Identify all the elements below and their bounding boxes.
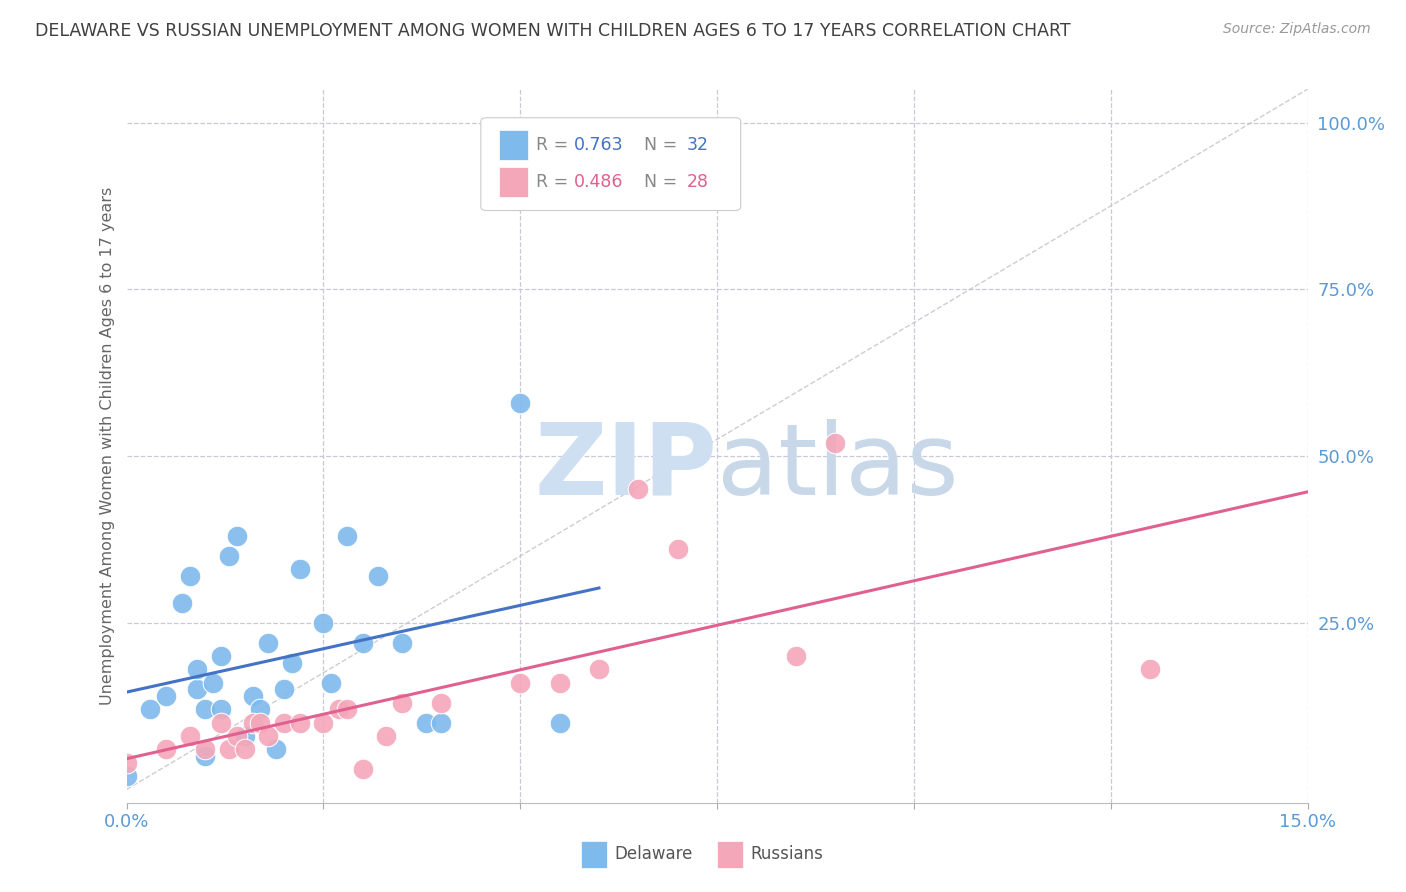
Point — [233, 742, 256, 756]
FancyBboxPatch shape — [499, 130, 529, 160]
Point — [273, 715, 295, 730]
Text: Source: ZipAtlas.com: Source: ZipAtlas.com — [1223, 22, 1371, 37]
Point — [509, 675, 531, 690]
Text: DELAWARE VS RUSSIAN UNEMPLOYMENT AMONG WOMEN WITH CHILDREN AGES 6 TO 17 YEARS CO: DELAWARE VS RUSSIAN UNEMPLOYMENT AMONG W… — [35, 22, 1071, 40]
Point — [391, 696, 413, 710]
Point — [233, 729, 256, 743]
Point — [194, 702, 217, 716]
Point — [391, 636, 413, 650]
Point — [375, 729, 398, 743]
Point — [209, 715, 232, 730]
Text: R =: R = — [536, 173, 574, 191]
FancyBboxPatch shape — [499, 167, 529, 197]
FancyBboxPatch shape — [581, 841, 607, 869]
Text: 28: 28 — [686, 173, 709, 191]
Point — [785, 649, 807, 664]
Point — [202, 675, 225, 690]
Point — [218, 549, 240, 563]
Point — [281, 656, 304, 670]
Point — [321, 675, 343, 690]
FancyBboxPatch shape — [717, 841, 742, 869]
Point — [242, 715, 264, 730]
Point — [186, 682, 208, 697]
Point — [115, 769, 138, 783]
Point — [509, 395, 531, 409]
Text: N =: N = — [633, 136, 683, 153]
Text: N =: N = — [633, 173, 683, 191]
Y-axis label: Unemployment Among Women with Children Ages 6 to 17 years: Unemployment Among Women with Children A… — [100, 187, 115, 705]
Point — [115, 756, 138, 770]
Point — [312, 715, 335, 730]
Point — [824, 435, 846, 450]
Text: 32: 32 — [686, 136, 709, 153]
Point — [209, 702, 232, 716]
Point — [155, 742, 177, 756]
Point — [273, 682, 295, 697]
Text: Delaware: Delaware — [614, 846, 693, 863]
Point — [430, 715, 453, 730]
Point — [328, 702, 350, 716]
Point — [194, 742, 217, 756]
Text: 0.763: 0.763 — [574, 136, 624, 153]
Point — [209, 649, 232, 664]
Point — [352, 636, 374, 650]
Point — [225, 529, 247, 543]
Point — [1139, 662, 1161, 676]
Point — [170, 596, 193, 610]
Point — [288, 562, 311, 576]
Point — [249, 702, 271, 716]
Point — [155, 689, 177, 703]
Point — [666, 542, 689, 557]
Point — [627, 483, 650, 497]
Point — [242, 689, 264, 703]
Text: 0.486: 0.486 — [574, 173, 624, 191]
Text: Russians: Russians — [751, 846, 823, 863]
Point — [548, 715, 571, 730]
Point — [430, 696, 453, 710]
Point — [588, 662, 610, 676]
Point — [257, 636, 280, 650]
Point — [179, 569, 201, 583]
Point — [367, 569, 389, 583]
Point — [257, 729, 280, 743]
Point — [186, 662, 208, 676]
Point — [336, 702, 359, 716]
Point — [218, 742, 240, 756]
Point — [225, 729, 247, 743]
Point — [194, 749, 217, 764]
Text: R =: R = — [536, 136, 574, 153]
Point — [352, 763, 374, 777]
Point — [139, 702, 162, 716]
Text: atlas: atlas — [717, 419, 959, 516]
Point — [249, 715, 271, 730]
Point — [415, 715, 437, 730]
Point — [264, 742, 287, 756]
Point — [179, 729, 201, 743]
Text: ZIP: ZIP — [534, 419, 717, 516]
Point — [548, 675, 571, 690]
Point — [312, 615, 335, 630]
FancyBboxPatch shape — [481, 118, 741, 211]
Point — [288, 715, 311, 730]
Point — [336, 529, 359, 543]
